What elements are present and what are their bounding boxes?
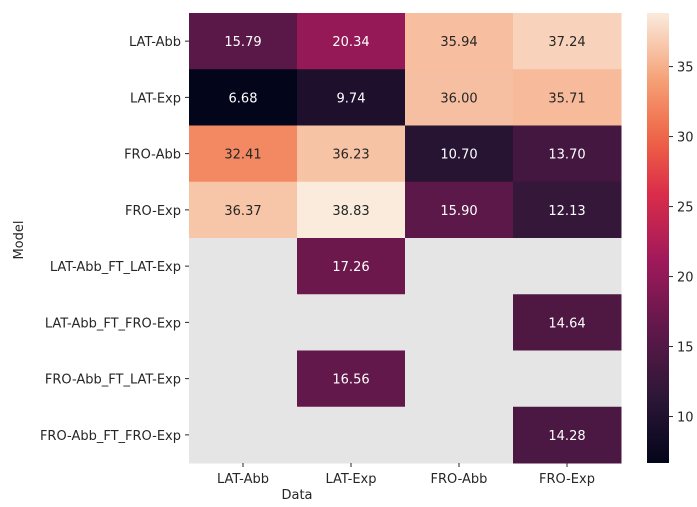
colorbar-tick-label: 20 [677, 271, 694, 286]
heatmap-cell [405, 294, 514, 351]
x-tick-label: LAT-Exp [325, 472, 376, 487]
heatmap-cell [513, 294, 622, 351]
heatmap-cell-label: 10.70 [440, 148, 477, 163]
heatmap-cell [405, 125, 514, 183]
y-tick-label: FRO-Abb_FT_FRO-Exp [40, 429, 181, 444]
colorbar-tick-label: 25 [677, 201, 694, 216]
y-axis-label: Model [12, 220, 27, 259]
y-tick-label: FRO-Abb [124, 148, 181, 163]
heatmap-cell-label: 17.26 [332, 260, 369, 275]
y-axis-ticks: LAT-Abb LAT-Exp FRO-Abb FRO-Exp LAT-Abb_FT_L… [40, 35, 189, 444]
heatmap-cell [189, 350, 298, 408]
heatmap-cell [297, 406, 406, 464]
heatmap-cell-label: 15.90 [440, 204, 477, 219]
y-tick-label: LAT-Abb_FT_FRO-Exp [45, 316, 181, 331]
heatmap-cell-label: 6.68 [229, 91, 258, 106]
heatmap-cell [189, 69, 298, 126]
heatmap-cell [189, 294, 298, 351]
x-tick-label: LAT-Abb [217, 472, 269, 487]
x-tick-label: FRO-Abb [431, 472, 488, 487]
heatmap-cell [405, 238, 514, 295]
heatmap-cell-label: 15.79 [224, 35, 261, 50]
heatmap-cell-label: 36.23 [332, 148, 369, 163]
heatmap-cell-label: 36.37 [224, 204, 261, 219]
heatmap-cell [513, 238, 622, 295]
heatmap-cell-label: 14.64 [548, 316, 585, 331]
heatmap-cell [405, 69, 514, 126]
y-tick-label: LAT-Abb [129, 35, 181, 50]
heatmap-cell-label: 32.41 [224, 148, 261, 163]
heatmap-cell [405, 406, 514, 464]
y-tick-label: FRO-Exp [125, 204, 181, 219]
heatmap-cell-label: 9.74 [337, 91, 366, 106]
heatmap-cell [297, 69, 406, 126]
heatmap-cell-label: 14.28 [548, 429, 585, 444]
heatmap-cell [405, 181, 514, 239]
heatmap-cell [405, 350, 514, 408]
heatmap-cell [513, 350, 622, 408]
heatmap-cell [189, 181, 298, 239]
colorbar-tick-label: 15 [677, 341, 694, 356]
heatmap-cell [189, 406, 298, 464]
heatmap-cell [297, 13, 406, 70]
heatmap-cell [297, 181, 406, 239]
x-axis-label: Data [281, 488, 312, 503]
heatmap-cell [297, 294, 406, 351]
heatmap-cell [297, 238, 406, 295]
x-axis-ticks: LAT-Abb LAT-Exp FRO-Abb FRO-Exp [217, 463, 595, 487]
heatmap-cell-label: 37.24 [548, 35, 585, 50]
heatmap-cell [513, 406, 622, 464]
heatmap-cell-label: 13.70 [548, 148, 585, 163]
colorbar-tick-label: 30 [677, 131, 694, 146]
heatmap-cell [297, 350, 406, 408]
heatmap-cell [513, 13, 622, 70]
heatmap-cell-label: 12.13 [548, 204, 585, 219]
heatmap-cell-label: 20.34 [332, 35, 369, 50]
y-tick-label: FRO-Abb_FT_LAT-Exp [45, 373, 181, 388]
heatmap-cell-labels: 15.79 20.34 35.94 37.24 6.68 9.74 36.00 35.71 32… [224, 35, 585, 444]
heatmap-cell [513, 125, 622, 183]
y-tick-label: LAT-Abb_FT_LAT-Exp [50, 260, 181, 275]
heatmap-cell [297, 125, 406, 183]
colorbar-ticks: 10 15 20 25 30 35 [669, 61, 694, 426]
y-tick-label: LAT-Exp [130, 91, 181, 106]
heatmap-cell [189, 125, 298, 183]
heatmap-cell-label: 36.00 [440, 91, 477, 106]
heatmap-cell [513, 181, 622, 239]
heatmap-cell [405, 13, 514, 70]
heatmap-cell-label: 35.71 [548, 91, 585, 106]
colorbar-tick-label: 10 [677, 411, 694, 426]
colorbar [647, 13, 669, 463]
x-tick-label: FRO-Exp [539, 472, 595, 487]
heatmap-cell-label: 38.83 [332, 204, 369, 219]
heatmap-cells [189, 13, 622, 464]
heatmap-cell [189, 13, 298, 70]
heatmap-cell-label: 16.56 [332, 373, 369, 388]
heatmap-cell [513, 69, 622, 126]
heatmap-cell [189, 238, 298, 295]
heatmap-cell-label: 35.94 [440, 35, 477, 50]
colorbar-tick-label: 35 [677, 61, 694, 76]
